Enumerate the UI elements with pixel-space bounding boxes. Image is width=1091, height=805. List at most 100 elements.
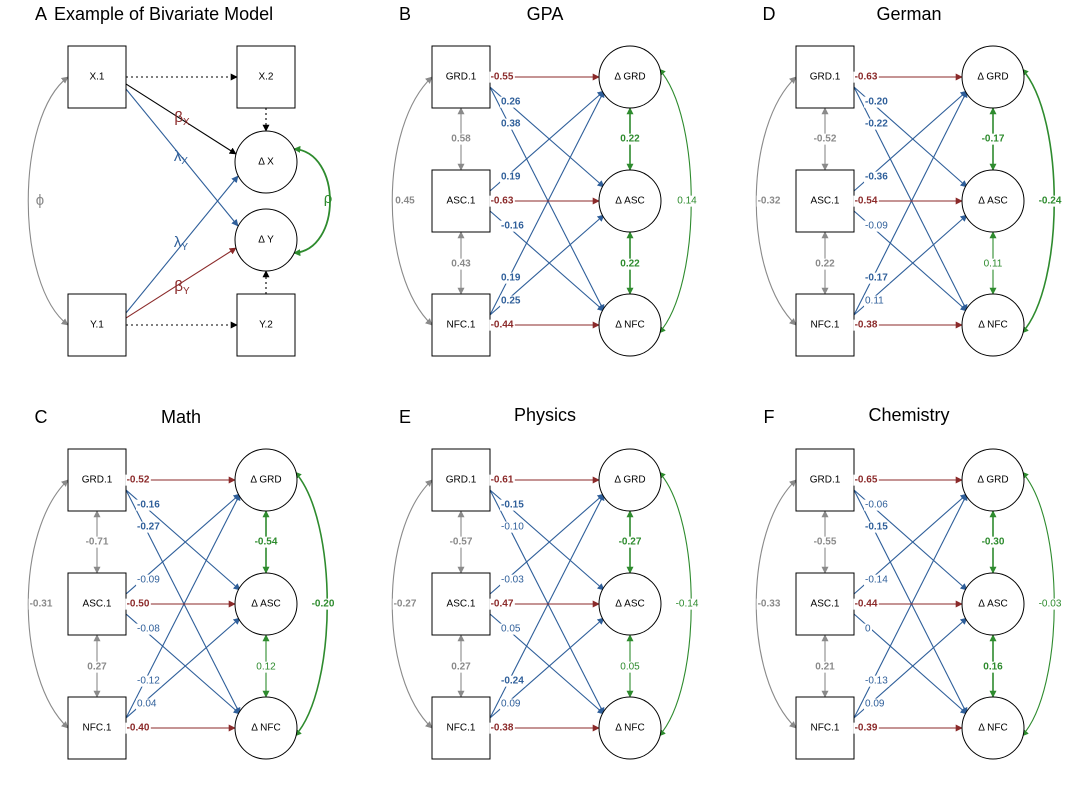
panel-f-box-label-0: GRD.1: [810, 475, 841, 486]
panel-b-cross-label-a_n: -0.16: [501, 221, 524, 232]
panel-c-right-outer-label: -0.20: [312, 599, 335, 610]
panel-f-circle-1: [961, 572, 1025, 636]
phi-label: ϕ: [36, 192, 44, 209]
panel-e-circle-0: [598, 448, 662, 512]
panel-c-auto-label-1: -0.50: [127, 599, 150, 610]
panel-c-box-1: [67, 572, 127, 636]
panel-f-circle-label-2: Δ NFC: [978, 723, 1007, 734]
panel-b-box-2: [431, 293, 491, 357]
panel-b-box-label-2: NFC.1: [447, 320, 476, 331]
panel-c-auto-label-0: -0.52: [127, 475, 150, 486]
panel-d-box-0: [795, 45, 855, 109]
panel-f-cross-label-n_g: -0.13: [865, 676, 888, 687]
panel-e-circle-2: [598, 696, 662, 760]
panel-f-left-corr-bottom-label: 0.21: [815, 662, 835, 673]
panel-d-right-outer-label: -0.24: [1039, 196, 1062, 207]
panel-b-title: GPA: [527, 4, 564, 24]
panel-e-right-corr-top-label: -0.27: [619, 537, 642, 548]
panel-b-left-corr-bottom-label: 0.43: [451, 259, 471, 270]
panel-e-box-2: [431, 696, 491, 760]
panel-b-circle-label-1: Δ ASC: [615, 196, 644, 207]
panel-e-box-label-2: NFC.1: [447, 723, 476, 734]
panel-d-cross-label-n_g: -0.17: [865, 273, 888, 284]
delta-x-label: Δ X: [258, 157, 274, 168]
panel-d-box-2: [795, 293, 855, 357]
beta-x-path: [125, 83, 237, 155]
x1-box: [67, 45, 127, 109]
panel-b-cross-label-g_n: 0.38: [501, 119, 521, 130]
panel-d-cross-label-a_n: -0.09: [865, 221, 888, 232]
panel-c-box-2: [67, 696, 127, 760]
panel-c-cross-label-g_a: -0.16: [137, 500, 160, 511]
lambda-y-path: [125, 175, 239, 314]
panel-c-circle-0: [234, 448, 298, 512]
panel-b-right-corr-top-label: 0.22: [620, 134, 640, 145]
panel-d-auto-label-1: -0.54: [855, 196, 878, 207]
panel-c-left-corr-top-label: -0.71: [86, 537, 109, 548]
panel-e-right-outer-label: -0.14: [676, 599, 699, 610]
panel-e-circle-label-0: Δ GRD: [614, 475, 645, 486]
x2-label: X.2: [258, 72, 273, 83]
panel-f-right-outer-label: -0.03: [1039, 599, 1062, 610]
panel-f-circle-0: [961, 448, 1025, 512]
phi-covariance-path: [27, 76, 69, 326]
panel-e-circle-1: [598, 572, 662, 636]
panel-f-box-2: [795, 696, 855, 760]
panel-d-circle-2: [961, 293, 1025, 357]
panel-d-circle-0: [961, 45, 1025, 109]
panel-e-auto-label-2: -0.38: [491, 723, 514, 734]
panel-d-letter: D: [763, 4, 776, 24]
panel-d-auto-label-0: -0.63: [855, 72, 878, 83]
panel-b-box-0: [431, 45, 491, 109]
panel-f-cross-label-a_n: 0: [865, 624, 871, 635]
panel-e-circle-label-1: Δ ASC: [615, 599, 644, 610]
panel-c-left-corr-bottom-label: 0.27: [87, 662, 107, 673]
panel-b-right-outer-label: 0.14: [677, 196, 697, 207]
panel-f-right-corr-bottom-label: 0.16: [983, 662, 1003, 673]
panel-e-left-outer-corr: [391, 479, 433, 729]
y2-box: [236, 293, 296, 357]
panel-e-cross-label-n_g: -0.24: [501, 676, 524, 687]
panel-c-left-outer-label: -0.31: [30, 599, 53, 610]
panel-d-box-label-2: NFC.1: [811, 320, 840, 331]
panel-b-circle-label-0: Δ GRD: [614, 72, 645, 83]
y2-label: Y.2: [259, 320, 273, 331]
panel-e-cross-label-g_a: -0.15: [501, 500, 524, 511]
y1-box: [67, 293, 127, 357]
y1-label: Y.1: [90, 320, 104, 331]
panel-b-auto-label-1: -0.63: [491, 196, 514, 207]
panel-b-right-corr-bottom-label: 0.22: [620, 259, 640, 270]
panel-b-circle-1: [598, 169, 662, 233]
panel-c-circle-label-1: Δ ASC: [251, 599, 280, 610]
lambda-x-label: λX: [174, 148, 189, 167]
lambda-y-label: λY: [174, 234, 189, 253]
panel-f-left-corr-top-label: -0.55: [814, 537, 837, 548]
panel-c-title: Math: [161, 407, 201, 427]
beta-y-label: βY: [174, 278, 190, 297]
panel-f-cross-path-a_n: [853, 613, 968, 715]
panel-f-auto-label-1: -0.44: [855, 599, 878, 610]
panel-d-cross-label-n_a: 0.11: [865, 296, 884, 307]
panel-e-left-corr-bottom-label: 0.27: [451, 662, 471, 673]
panel-f-right-corr-top-label: -0.30: [982, 537, 1005, 548]
panel-d-left-corr-top-label: -0.52: [814, 134, 837, 145]
panel-d-cross-label-a_g: -0.36: [865, 172, 888, 183]
delta-y-label: Δ Y: [258, 235, 274, 246]
panel-f-cross-label-g_n: -0.15: [865, 522, 888, 533]
panel-b-left-outer-corr: [391, 76, 433, 326]
panel-c-right-corr-bottom-label: 0.12: [256, 662, 276, 673]
panel-d-left-outer-label: -0.32: [758, 196, 781, 207]
panel-c-box-label-1: ASC.1: [83, 599, 112, 610]
panel-f-box-0: [795, 448, 855, 512]
panel-d-right-corr-bottom-label: 0.11: [984, 259, 1003, 270]
panel-d-circle-label-1: Δ ASC: [978, 196, 1007, 207]
panel-f-title: Chemistry: [868, 405, 949, 425]
panel-c-cross-label-n_a: 0.04: [137, 699, 157, 710]
panel-b-auto-label-2: -0.44: [491, 320, 514, 331]
panel-e-left-outer-label: -0.27: [394, 599, 417, 610]
panel-c-right-corr-top-label: -0.54: [255, 537, 278, 548]
panel-e-box-label-0: GRD.1: [446, 475, 477, 486]
panel-d-auto-label-2: -0.38: [855, 320, 878, 331]
panel-a-letter: A: [35, 4, 47, 24]
